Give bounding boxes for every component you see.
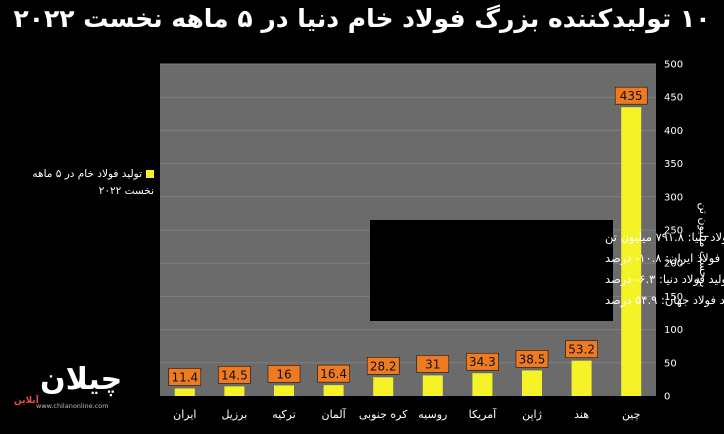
value-label-box [168, 368, 202, 386]
x-tick-label: آلمان [321, 407, 346, 421]
logo-url: www.chilanonline.com [36, 402, 109, 410]
bar [621, 107, 642, 396]
value-label-text: 38.5 [519, 352, 546, 366]
x-axis-ticks: چین هند ژاپن آمریکا روسیه کره جنوبی آلمان ترکیه… [173, 407, 640, 421]
value-label: 28.2 [366, 357, 400, 375]
y-tick-label: 400 [664, 126, 683, 137]
legend-entry: تولید فولاد خام در ۵ ماهه نخست ۲۰۲۲ [32, 168, 154, 197]
x-tick-label: ترکیه [272, 408, 296, 421]
x-tick-label: چین [622, 408, 641, 421]
legend: تولید فولاد خام در ۵ ماهه نخست ۲۰۲۲ [24, 166, 154, 200]
annotation-background [370, 220, 613, 321]
bar [571, 360, 592, 396]
value-label-box [317, 364, 350, 383]
y-tick-label: 0 [664, 392, 670, 403]
value-label-text: 435 [620, 89, 643, 103]
value-label: 16 [267, 365, 301, 383]
annotation-line: میزان رشد تولید فولاد ایران: ۱۰.۸- درصد [605, 251, 724, 266]
value-label: 435 [614, 86, 648, 105]
x-tick-label: آمریکا [469, 407, 497, 421]
bar [472, 373, 493, 396]
value-label-box [614, 86, 648, 105]
y-tick-label: 450 [664, 93, 683, 104]
value-label-box [565, 340, 598, 358]
logo-sub: آنلاین [14, 396, 39, 406]
value-label-box [267, 365, 301, 383]
value-labels: 435 53.2 38.5 34.3 31 28.2 16.4 16 14.5 11.4 [168, 86, 648, 386]
value-label-text: 14.5 [221, 368, 248, 382]
x-tick-label: کره جنوبی [359, 408, 408, 421]
x-tick-label: برزیل [221, 408, 247, 421]
value-label-text: 31 [425, 357, 440, 371]
x-tick-label: ایران [173, 408, 196, 421]
value-label-box [466, 352, 499, 371]
y-tick-label: 350 [664, 159, 683, 170]
value-label: 31 [416, 355, 450, 373]
bar [274, 385, 294, 396]
value-label-box [366, 357, 400, 375]
value-label-text: 28.2 [370, 359, 397, 373]
chart-title: ۱۰ تولیدکننده بزرگ فولاد خام دنیا در ۵ م… [13, 4, 711, 33]
value-label-box [515, 350, 549, 368]
bar [323, 385, 344, 396]
bar [522, 370, 542, 396]
value-label-text: 11.4 [171, 370, 198, 384]
bar [373, 377, 394, 396]
value-label: 38.5 [515, 350, 549, 368]
bar [174, 388, 195, 396]
y-tick-label: 500 [664, 60, 683, 71]
annotation-line: مجموع تولید فولاد دنیا: ۷۹۱.۸ میلیون تن [605, 230, 724, 245]
annotation-line: میزان رشد تولید فولاد دنیا: ۶.۳- درصد [605, 272, 724, 287]
value-label-box [416, 355, 450, 373]
value-label-box [218, 366, 251, 384]
bar [224, 386, 245, 396]
y-tick-label: 300 [664, 192, 683, 203]
value-label: 16.4 [317, 364, 350, 383]
logo: چیلان آنلاین www.chilanonline.com [6, 356, 146, 416]
x-tick-label: ژاپن [522, 408, 542, 421]
value-label: 11.4 [168, 368, 202, 386]
x-tick-label: روسیه [418, 408, 447, 421]
y-tick-label: 50 [664, 358, 677, 369]
annotation-line: سهم چین از تولید فولاد جهان: ۵۴.۹ درصد [605, 293, 724, 308]
value-label-text: 34.3 [469, 355, 496, 369]
bars [174, 107, 642, 396]
value-label: 34.3 [466, 352, 499, 371]
value-label: 14.5 [218, 366, 251, 384]
y-tick-label: 100 [664, 325, 683, 336]
legend-swatch [146, 170, 154, 178]
y-axis-ticks: 0 50 100 150 200 250 300 350 400 450 500 [664, 60, 683, 403]
value-label-text: 16.4 [320, 367, 347, 381]
y-axis-label: برحسب میلیون تن [697, 203, 710, 288]
logo-text: چیلان [40, 362, 123, 397]
value-label-text: 53.2 [568, 343, 595, 357]
y-tick-label: 150 [664, 292, 683, 303]
y-tick-label: 250 [664, 226, 683, 237]
y-tick-label: 200 [664, 259, 683, 270]
x-tick-label: هند [574, 408, 589, 421]
value-label-text: 16 [276, 367, 291, 381]
annotation-box: مجموع تولید فولاد دنیا: ۷۹۱.۸ میلیون تن م… [370, 220, 724, 321]
value-label: 53.2 [565, 340, 598, 358]
bar [422, 375, 443, 396]
